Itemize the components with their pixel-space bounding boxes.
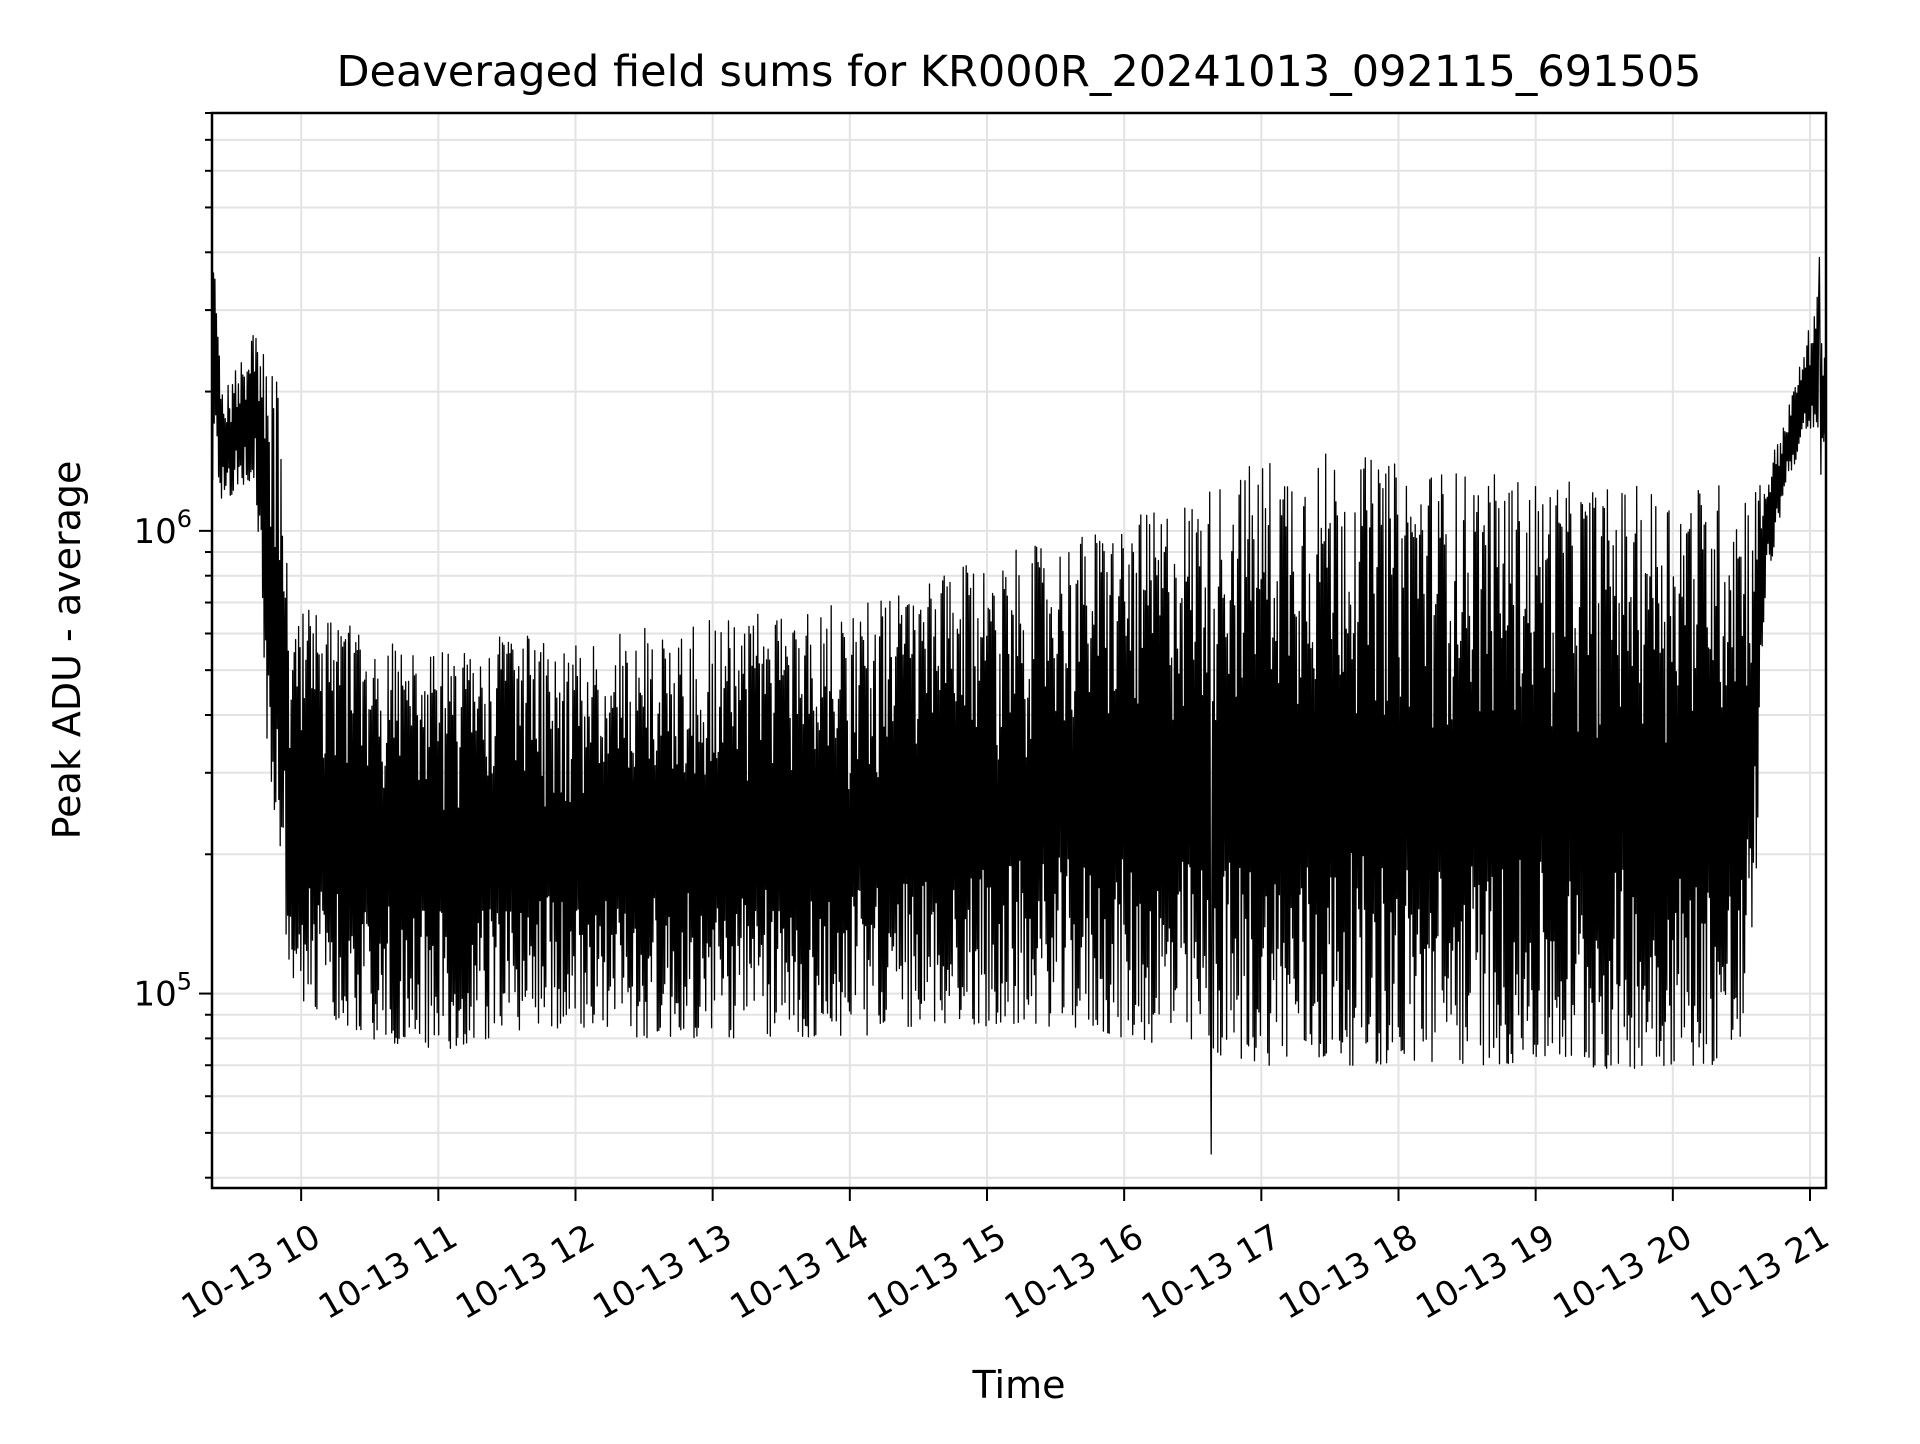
x-tick-label: 10-13 11 xyxy=(312,1217,464,1328)
x-tick-label: 10-13 18 xyxy=(1272,1217,1424,1328)
x-tick-label: 10-13 13 xyxy=(586,1217,738,1328)
plot-frame xyxy=(210,111,1828,1190)
x-tick-label: 10-13 19 xyxy=(1409,1217,1561,1328)
y-tick-label: 106 xyxy=(133,505,192,552)
series-layer xyxy=(211,154,1827,1155)
series-line xyxy=(211,154,1827,1155)
x-tick-label: 10-13 15 xyxy=(861,1217,1013,1328)
x-axis-label: Time xyxy=(972,1363,1066,1407)
x-tick-label: 10-13 12 xyxy=(449,1217,601,1328)
x-tick-label: 10-13 17 xyxy=(1135,1217,1287,1328)
x-tick-label: 10-13 20 xyxy=(1547,1217,1699,1328)
x-tick-label: 10-13 21 xyxy=(1684,1217,1836,1328)
x-tick-label: 10-13 16 xyxy=(998,1217,1150,1328)
chart-title: Deaveraged field sums for KR000R_2024101… xyxy=(336,47,1701,97)
x-tick-label: 10-13 14 xyxy=(724,1217,876,1328)
y-tick-label: 105 xyxy=(133,968,192,1015)
y-axis-ticks: 105 106 xyxy=(133,112,212,1179)
y-axis-label: Peak ADU - average xyxy=(45,461,89,840)
x-tick-label: 10-13 10 xyxy=(175,1217,327,1328)
